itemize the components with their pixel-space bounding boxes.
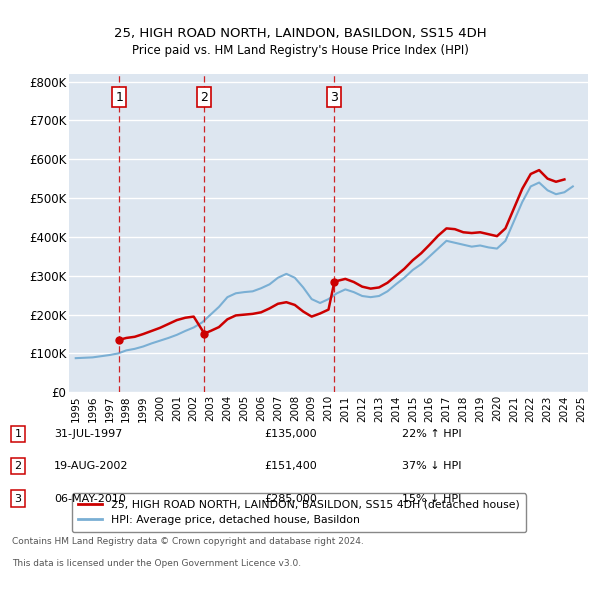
Text: 1: 1 <box>115 90 123 104</box>
Text: 25, HIGH ROAD NORTH, LAINDON, BASILDON, SS15 4DH: 25, HIGH ROAD NORTH, LAINDON, BASILDON, … <box>113 27 487 40</box>
Text: 3: 3 <box>331 90 338 104</box>
Text: 19-AUG-2002: 19-AUG-2002 <box>54 461 128 471</box>
Text: Contains HM Land Registry data © Crown copyright and database right 2024.: Contains HM Land Registry data © Crown c… <box>12 537 364 546</box>
Text: 15% ↓ HPI: 15% ↓ HPI <box>402 494 461 503</box>
Text: 2: 2 <box>14 461 22 471</box>
Text: 37% ↓ HPI: 37% ↓ HPI <box>402 461 461 471</box>
Text: 06-MAY-2010: 06-MAY-2010 <box>54 494 126 503</box>
Text: 1: 1 <box>14 429 22 438</box>
Text: 2: 2 <box>200 90 208 104</box>
Text: Price paid vs. HM Land Registry's House Price Index (HPI): Price paid vs. HM Land Registry's House … <box>131 44 469 57</box>
Text: £285,000: £285,000 <box>264 494 317 503</box>
Text: 3: 3 <box>14 494 22 503</box>
Text: £135,000: £135,000 <box>264 429 317 438</box>
Text: 31-JUL-1997: 31-JUL-1997 <box>54 429 122 438</box>
Text: £151,400: £151,400 <box>264 461 317 471</box>
Legend: 25, HIGH ROAD NORTH, LAINDON, BASILDON, SS15 4DH (detached house), HPI: Average : 25, HIGH ROAD NORTH, LAINDON, BASILDON, … <box>72 493 526 532</box>
Text: 22% ↑ HPI: 22% ↑ HPI <box>402 429 461 438</box>
Text: This data is licensed under the Open Government Licence v3.0.: This data is licensed under the Open Gov… <box>12 559 301 568</box>
